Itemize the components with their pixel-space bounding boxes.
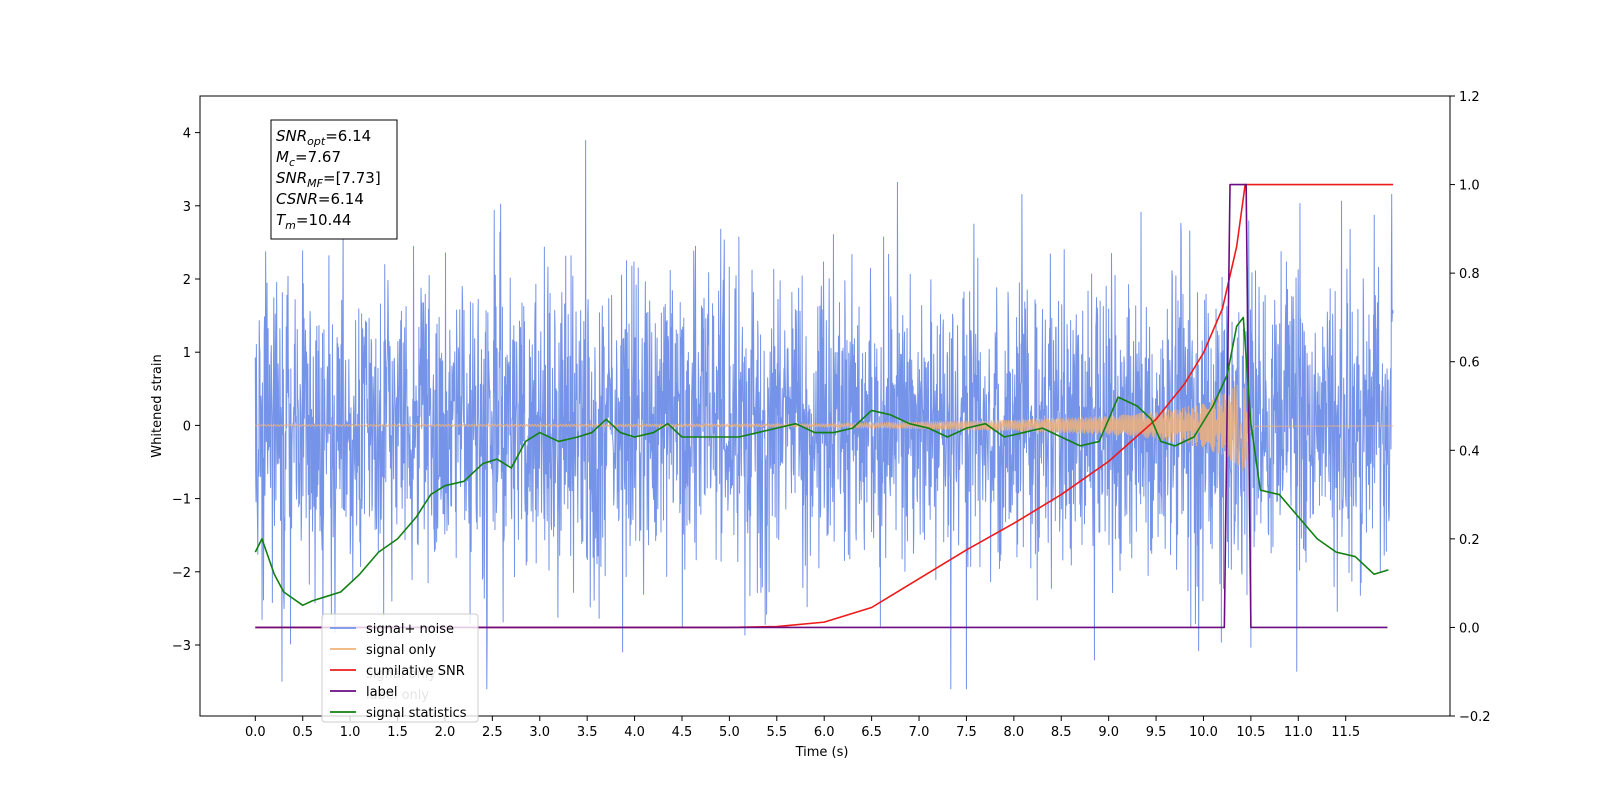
legend-entry: label <box>366 685 397 700</box>
annotation-line: CSNR=6.14 <box>276 190 364 208</box>
series-signal-statistics <box>254 316 1389 607</box>
y-right-tick-label: 0.4 <box>1459 444 1480 459</box>
x-tick-label: 1.0 <box>340 725 361 740</box>
y-right-tick-label: 0.6 <box>1459 356 1480 371</box>
y-right-tick-label: 0.0 <box>1459 621 1480 636</box>
y-tick-label: 3 <box>183 200 191 215</box>
legend: signal onlylabel onlysignal+ noisesignal… <box>321 613 479 723</box>
x-tick-label: 11.5 <box>1331 725 1360 740</box>
x-tick-label: 0.0 <box>245 725 266 740</box>
x-tick-label: 4.0 <box>624 725 645 740</box>
annotation-box <box>270 119 398 240</box>
y-right-tick-label: −0.2 <box>1459 710 1491 725</box>
x-tick-label: 7.5 <box>956 725 977 740</box>
x-tick-label: 1.5 <box>387 725 408 740</box>
legend-entry: signal statistics <box>366 706 467 721</box>
x-tick-label: 3.0 <box>529 725 550 740</box>
x-tick-label: 6.5 <box>861 725 882 740</box>
series-label <box>255 183 1388 629</box>
x-tick-label: 7.0 <box>909 725 930 740</box>
x-tick-label: 10.5 <box>1236 725 1265 740</box>
y-axis-right: −0.2 0.0 0.2 0.4 0.6 0.8 1.0 1.2 <box>1450 90 1491 725</box>
x-tick-label: 6.0 <box>814 725 835 740</box>
annotation-line: SNRopt=6.14 <box>276 127 371 148</box>
y-right-tick-label: 1.0 <box>1459 179 1480 194</box>
annotation-line: Tm=10.44 <box>276 211 351 232</box>
y-tick-label: 4 <box>183 127 191 142</box>
y-tick-label: 0 <box>183 419 191 434</box>
annotation-line: Mc=7.67 <box>276 148 341 169</box>
y-right-tick-label: 1.2 <box>1459 90 1480 105</box>
x-tick-label: 8.0 <box>1003 725 1024 740</box>
legend-box <box>321 613 479 723</box>
x-tick-label: 3.5 <box>577 725 598 740</box>
y-right-tick-label: 0.2 <box>1459 533 1480 548</box>
y-tick-label: −3 <box>172 639 191 654</box>
series-signal-only <box>255 381 1394 472</box>
y-tick-label: 1 <box>183 346 191 361</box>
x-tick-label: 11.0 <box>1284 725 1313 740</box>
x-tick-label: 10.0 <box>1189 725 1218 740</box>
x-tick-label: 2.0 <box>435 725 456 740</box>
x-tick-label: 5.0 <box>719 725 740 740</box>
x-tick-label: 5.5 <box>766 725 787 740</box>
y-axis-left: −3 −2 −1 0 1 2 3 4 <box>172 127 200 654</box>
x-axis-label: Time (s) <box>795 745 849 760</box>
x-tick-label: 9.0 <box>1098 725 1119 740</box>
legend-entry: signal+ noise <box>366 622 454 637</box>
legend-entry: cumilative SNR <box>366 664 465 679</box>
y-tick-label: −2 <box>172 566 191 581</box>
plot-area <box>254 139 1394 690</box>
plot-frame <box>199 95 1451 717</box>
y-tick-label: 2 <box>183 273 191 288</box>
x-tick-label: 9.5 <box>1146 725 1167 740</box>
x-tick-label: 2.5 <box>482 725 503 740</box>
x-tick-label: 0.5 <box>292 725 313 740</box>
y-axis-label: Whitened strain <box>150 354 165 457</box>
y-tick-label: −1 <box>172 493 191 508</box>
legend-entry: signal only <box>366 643 436 658</box>
x-axis: 0.0 0.5 1.0 1.5 2.0 2.5 3.0 3.5 4.0 4.5 5.0 5.5 6.0 6… <box>245 716 1360 740</box>
x-tick-label: 4.5 <box>672 725 693 740</box>
series-cumilative-snr <box>255 183 1394 629</box>
annotation-line: SNRMF=[7.73] <box>276 169 381 190</box>
x-tick-label: 8.5 <box>1051 725 1072 740</box>
y-right-tick-label: 0.8 <box>1459 267 1480 282</box>
